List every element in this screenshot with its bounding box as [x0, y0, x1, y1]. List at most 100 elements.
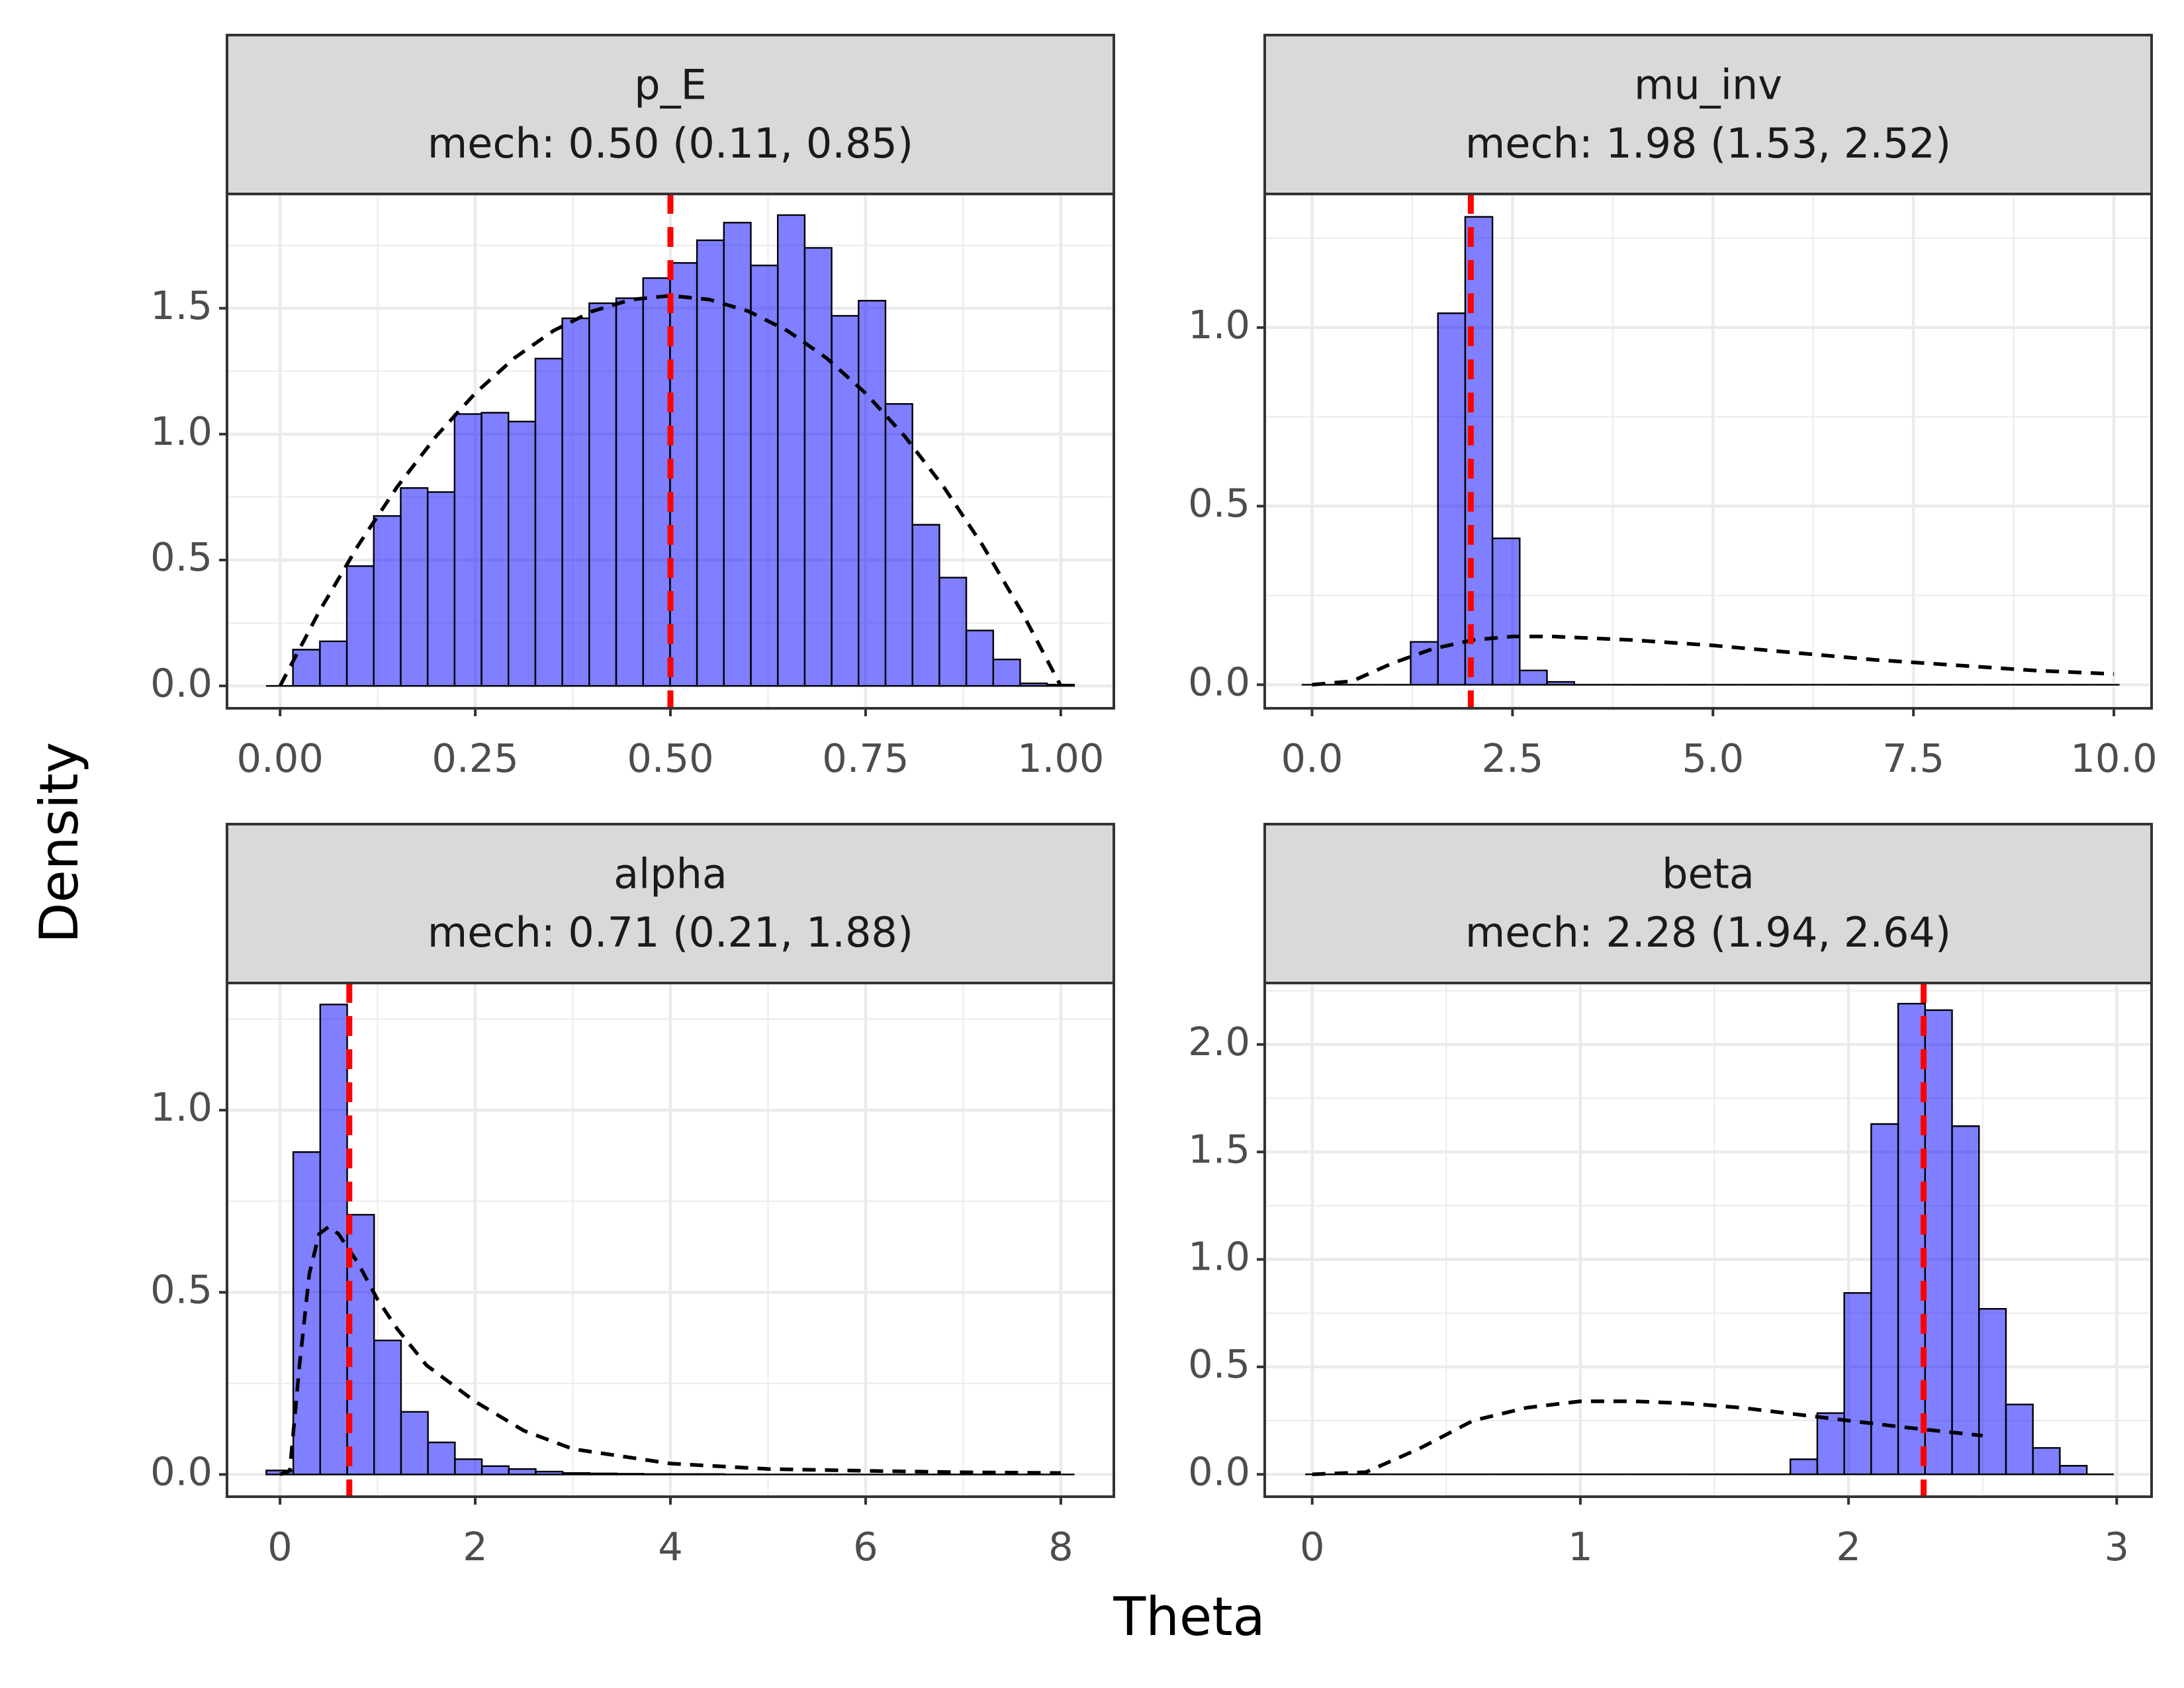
facet-subtitle: mech: 0.71 (0.21, 1.88) — [428, 908, 913, 957]
facet-subtitle: mech: 0.50 (0.11, 0.85) — [428, 119, 913, 167]
x-tick-label: 3 — [2105, 1524, 2130, 1570]
histogram-bar — [831, 314, 860, 687]
y-tick-label: 0.5 — [150, 1266, 212, 1312]
histogram-bar — [1437, 312, 1467, 686]
y-tick-label: 0.0 — [150, 1449, 212, 1495]
facet-subtitle: mech: 2.28 (1.94, 2.64) — [1465, 908, 1951, 957]
x-tick-label: 0.0 — [1281, 735, 1343, 781]
x-axis-title: Theta — [1113, 1586, 1265, 1648]
panel-border — [226, 193, 1115, 710]
histogram-bar — [561, 1472, 591, 1476]
histogram-bar — [965, 630, 994, 687]
x-tick-label: 4 — [658, 1524, 683, 1570]
histogram-bar — [2032, 1447, 2061, 1476]
histogram-bar — [319, 1004, 348, 1476]
histogram-bar — [534, 357, 563, 687]
y-tick-label: 1.0 — [150, 1084, 212, 1130]
y-tick-label: 2.0 — [1188, 1019, 1250, 1064]
x-tick-label: 2 — [1836, 1524, 1861, 1570]
y-tick-label: 0.5 — [1188, 481, 1250, 526]
marks — [1305, 983, 2114, 1497]
histogram-bar — [2005, 1403, 2034, 1476]
y-tick-label: 1.5 — [150, 283, 212, 328]
histogram-bar — [1951, 1125, 1980, 1476]
histogram-bar — [1843, 1292, 1872, 1476]
facet-panel: alpha mech: 0.71 (0.21, 1.88) 0 2 4 6 8 0.0 0.5 1… — [150, 823, 1115, 1570]
histogram-bar — [373, 1339, 402, 1476]
histogram-bar — [1410, 641, 1439, 686]
panel-border — [226, 982, 1115, 1498]
histogram-bar — [1870, 1123, 1899, 1476]
histogram-bar — [642, 277, 671, 687]
histogram-bar — [1789, 1458, 1819, 1476]
x-tick-label: 0 — [1300, 1524, 1325, 1570]
histogram-bar — [345, 565, 375, 687]
histogram-bar — [373, 515, 402, 687]
facet-title: beta — [1662, 849, 1754, 898]
plot-area — [1265, 194, 2152, 708]
prior-density — [1312, 634, 2115, 687]
histogram-bar — [992, 659, 1021, 687]
marks — [265, 194, 1075, 708]
histogram-bar — [938, 577, 968, 687]
y-tick-label: 1.0 — [150, 408, 212, 454]
panel-border — [1263, 193, 2153, 710]
histogram-bar — [911, 524, 940, 687]
y-axis-title: Density — [28, 742, 90, 943]
histogram-bar — [1924, 1009, 1953, 1476]
y-tick-label: 1.0 — [1188, 302, 1250, 348]
histogram-bar — [858, 300, 887, 687]
y-tick-label: 0.0 — [1188, 1448, 1250, 1494]
histogram-bar — [696, 1473, 725, 1476]
histogram-bar — [1546, 680, 1575, 686]
x-tick-label: 0.75 — [822, 735, 909, 781]
facet-strip — [226, 34, 1115, 195]
histogram-bar — [669, 1473, 698, 1476]
x-tick-label: 2 — [463, 1524, 488, 1570]
y-tick-label: 0.5 — [150, 534, 212, 580]
x-tick-label: 2.5 — [1481, 735, 1543, 781]
histogram-bar — [1978, 1308, 2007, 1476]
histogram-bar — [319, 640, 348, 687]
histogram-bar — [588, 1472, 617, 1476]
y-tick-label: 1.0 — [1188, 1234, 1250, 1280]
marks — [1301, 194, 2120, 708]
histogram-bar — [723, 222, 752, 687]
panel-border — [1263, 982, 2153, 1498]
prior-density — [1312, 1399, 1983, 1476]
facet-panel: p_E mech: 0.50 (0.11, 0.85) 0.00 0.25 0.50 0.… — [150, 34, 1115, 781]
histogram-bar — [400, 1411, 429, 1476]
histogram-bar — [427, 1441, 456, 1476]
y-tick-label: 0.0 — [1188, 659, 1250, 704]
histogram-bar — [508, 1468, 537, 1476]
histogram-bar — [776, 214, 806, 687]
x-tick-label: 0.50 — [627, 735, 713, 781]
histogram-bar — [696, 239, 725, 687]
facet-strip — [1263, 34, 2153, 195]
facet-subtitle: mech: 1.98 (1.53, 2.52) — [1465, 119, 1951, 167]
prior-density — [278, 293, 1063, 687]
facet-panel: beta mech: 2.28 (1.94, 2.64) 0 1 2 3 0.0 0.5 1.0… — [1188, 823, 2153, 1570]
facet-strip — [226, 823, 1115, 984]
histogram-bar — [400, 487, 429, 687]
facet-title: p_E — [634, 60, 707, 109]
histogram-bar — [884, 402, 913, 687]
histogram-bar — [480, 412, 510, 687]
facet-title: alpha — [614, 849, 727, 898]
histogram-bar — [643, 1473, 672, 1476]
y-tick-label: 1.5 — [1188, 1126, 1250, 1172]
x-tick-label: 5.0 — [1682, 735, 1744, 781]
histogram-bar — [535, 1470, 564, 1476]
histogram-bar — [1019, 682, 1048, 687]
facet-title: mu_inv — [1634, 60, 1782, 109]
x-tick-label: 0.25 — [432, 735, 518, 781]
x-tick-label: 0.00 — [237, 735, 324, 781]
x-tick-label: 10.0 — [2070, 735, 2157, 781]
histogram-bar — [508, 420, 537, 687]
histogram-bar — [1816, 1412, 1845, 1476]
histogram-bar — [454, 1458, 483, 1476]
histogram-bar — [561, 317, 590, 687]
x-tick-label: 7.5 — [1882, 735, 1944, 781]
